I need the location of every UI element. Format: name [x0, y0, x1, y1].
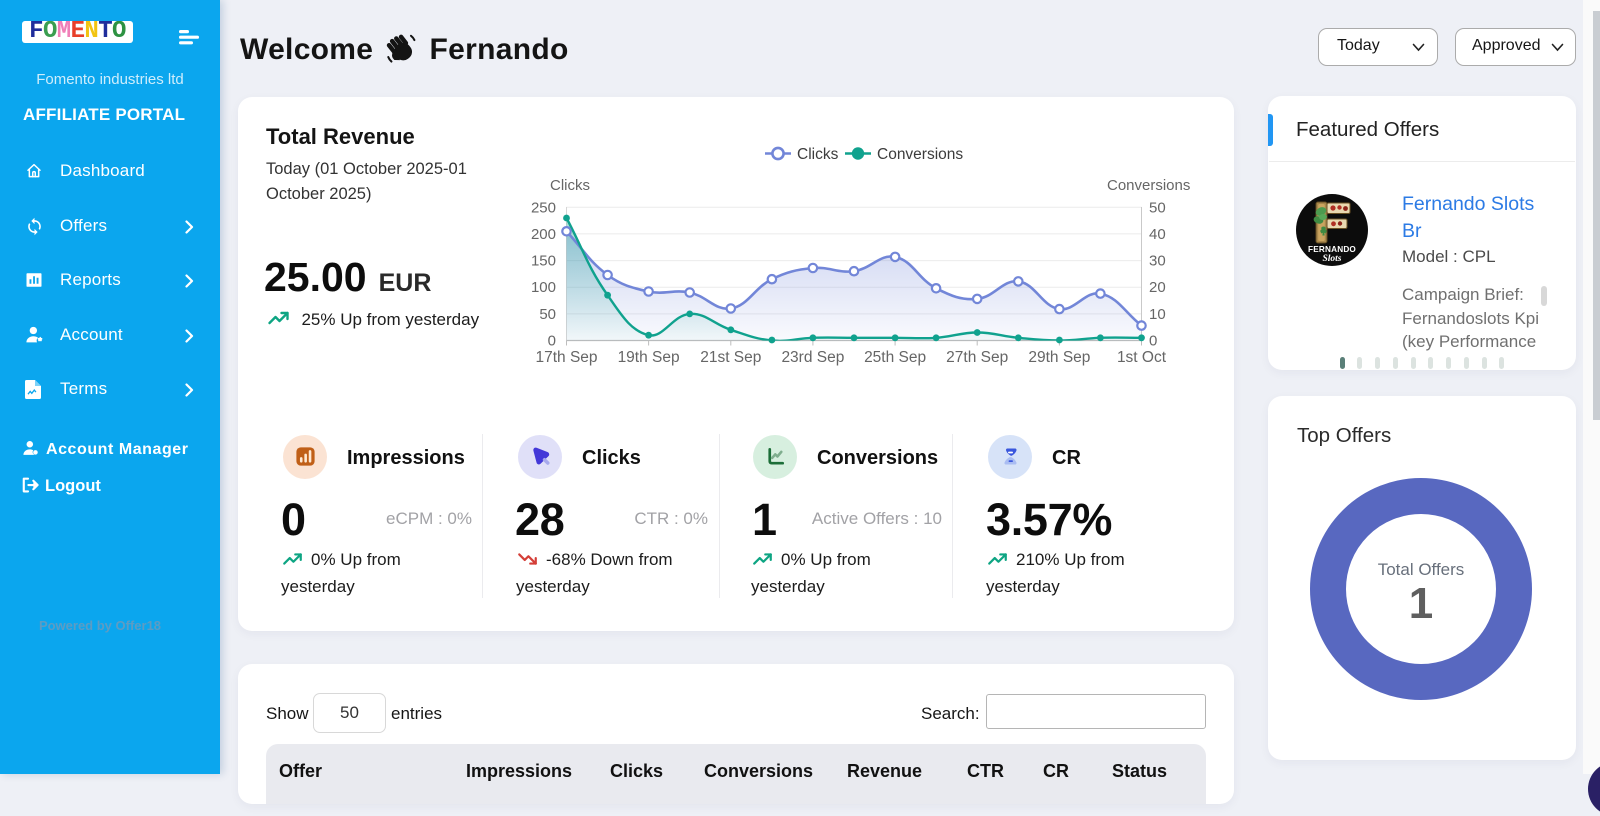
svg-text:Clicks: Clicks — [550, 177, 590, 194]
svg-text:21st Sep: 21st Sep — [700, 349, 761, 366]
svg-text:200: 200 — [531, 226, 556, 243]
svg-text:100: 100 — [531, 279, 556, 296]
svg-text:Slots: Slots — [1322, 254, 1341, 264]
svg-text:25th Sep: 25th Sep — [864, 349, 926, 366]
svg-text:20: 20 — [1149, 279, 1166, 296]
svg-text:30: 30 — [1149, 253, 1166, 270]
svg-text:50: 50 — [1149, 199, 1166, 216]
svg-text:23rd Sep: 23rd Sep — [781, 349, 844, 366]
svg-text:29th Sep: 29th Sep — [1028, 349, 1090, 366]
svg-text:Conversions: Conversions — [877, 146, 963, 163]
svg-text:Clicks: Clicks — [797, 146, 839, 163]
svg-text:1st Oct: 1st Oct — [1117, 349, 1167, 366]
svg-text:10: 10 — [1149, 306, 1166, 323]
svg-text:27th Sep: 27th Sep — [946, 349, 1008, 366]
svg-text:40: 40 — [1149, 226, 1166, 243]
svg-text:150: 150 — [531, 253, 556, 270]
svg-text:50: 50 — [539, 306, 556, 323]
svg-text:Conversions: Conversions — [1107, 177, 1190, 194]
svg-text:FERNANDO: FERNANDO — [1308, 245, 1356, 254]
svg-text:17th Sep: 17th Sep — [535, 349, 597, 366]
svg-text:250: 250 — [531, 199, 556, 216]
svg-text:0: 0 — [1149, 333, 1157, 350]
svg-text:19th Sep: 19th Sep — [618, 349, 680, 366]
svg-text:0: 0 — [548, 333, 556, 350]
